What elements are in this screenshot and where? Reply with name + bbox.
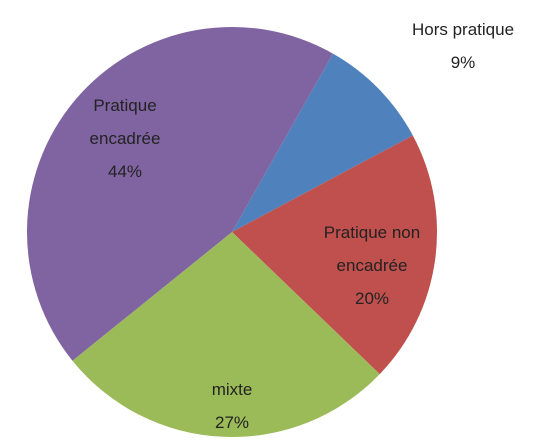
- pie-slice: [232, 53, 413, 232]
- slice-label: Pratique non encadrée 20%: [292, 216, 452, 315]
- category-label: Pratique non encadrée: [323, 223, 421, 275]
- slice-label: Pratique encadrée 44%: [70, 89, 180, 188]
- pie-slice: [232, 135, 437, 375]
- category-label: Pratique encadrée: [89, 96, 161, 148]
- value-label: 20%: [354, 289, 390, 308]
- category-label: Hors pratique: [411, 20, 515, 39]
- value-label: 9%: [450, 53, 476, 72]
- value-label: 27%: [214, 413, 250, 432]
- pie-slice: [26, 26, 333, 361]
- slice-label: Hors pratique 9%: [373, 13, 542, 79]
- slice-label: mixte 27%: [172, 373, 292, 439]
- pie-slice: [72, 232, 380, 437]
- category-label: mixte: [211, 380, 253, 399]
- value-label: 44%: [107, 162, 143, 181]
